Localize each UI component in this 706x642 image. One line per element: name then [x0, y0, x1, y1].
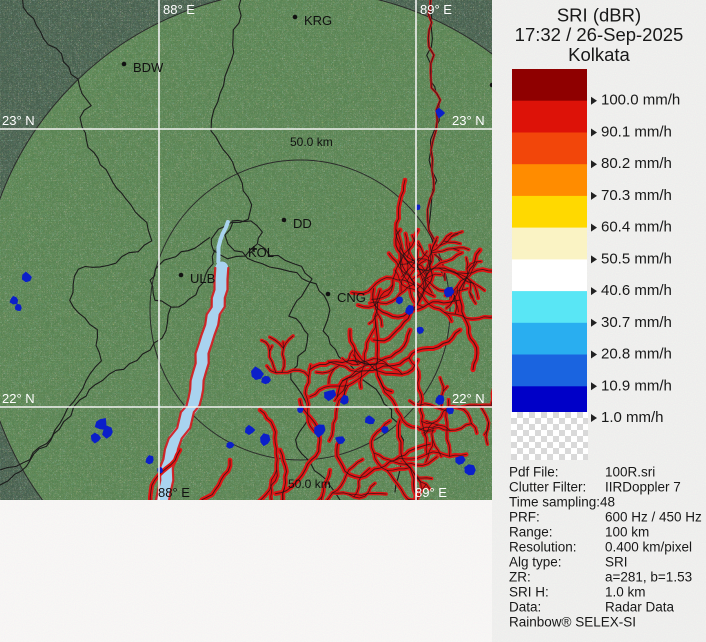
svg-text:Resolution:: Resolution: — [509, 540, 577, 555]
svg-text:100.0 mm/h: 100.0 mm/h — [601, 92, 680, 109]
svg-text:a=281, b=1.53: a=281, b=1.53 — [605, 570, 692, 585]
svg-text:Kolkata: Kolkata — [568, 44, 630, 65]
svg-text:23° N: 23° N — [2, 113, 35, 128]
svg-text:88° E: 88° E — [163, 2, 195, 17]
svg-text:DD: DD — [293, 216, 312, 231]
svg-text:Data:: Data: — [509, 600, 541, 615]
svg-text:100R.sri: 100R.sri — [605, 465, 655, 480]
svg-text:SRI: SRI — [605, 555, 628, 570]
svg-text:Time sampling:48: Time sampling:48 — [509, 495, 615, 510]
svg-text:100 km: 100 km — [605, 525, 649, 540]
svg-text:Alg type:: Alg type: — [509, 555, 562, 570]
svg-text:50.0 km: 50.0 km — [288, 477, 331, 491]
svg-text:89° E: 89° E — [420, 2, 452, 17]
svg-text:BDW: BDW — [133, 60, 164, 75]
svg-text:Radar Data: Radar Data — [605, 600, 675, 615]
svg-text:89° E: 89° E — [415, 485, 447, 500]
svg-text:23° N: 23° N — [452, 113, 485, 128]
svg-text:50.0 km: 50.0 km — [290, 135, 333, 149]
svg-text:10.9 mm/h: 10.9 mm/h — [601, 377, 672, 394]
svg-text:17:32 / 26-Sep-2025: 17:32 / 26-Sep-2025 — [515, 24, 684, 45]
svg-text:Clutter Filter:: Clutter Filter: — [509, 480, 586, 495]
svg-text:ZR:: ZR: — [509, 570, 531, 585]
svg-text:600 Hz / 450 Hz: 600 Hz / 450 Hz — [605, 510, 702, 525]
svg-text:50.5 mm/h: 50.5 mm/h — [601, 250, 672, 267]
svg-text:22° N: 22° N — [452, 391, 485, 406]
svg-text:30.7 mm/h: 30.7 mm/h — [601, 314, 672, 331]
svg-text:KOL: KOL — [248, 245, 274, 260]
svg-text:60.4 mm/h: 60.4 mm/h — [601, 219, 672, 236]
svg-text:1.0 km: 1.0 km — [605, 585, 646, 600]
svg-text:90.1 mm/h: 90.1 mm/h — [601, 124, 672, 141]
svg-text:70.3 mm/h: 70.3 mm/h — [601, 187, 672, 204]
svg-text:1.0 mm/h: 1.0 mm/h — [601, 409, 664, 426]
svg-text:Range:: Range: — [509, 525, 553, 540]
svg-text:Pdf File:: Pdf File: — [509, 465, 559, 480]
svg-text:Rainbow® SELEX-SI: Rainbow® SELEX-SI — [509, 615, 636, 630]
svg-text:KRG: KRG — [304, 13, 332, 28]
svg-text:88° E: 88° E — [158, 485, 190, 500]
svg-text:IIRDoppler 7: IIRDoppler 7 — [605, 480, 681, 495]
svg-text:ULB: ULB — [190, 271, 215, 286]
svg-text:CNG: CNG — [337, 290, 366, 305]
svg-text:20.8 mm/h: 20.8 mm/h — [601, 346, 672, 363]
svg-text:PRF:: PRF: — [509, 510, 540, 525]
svg-text:SRI (dBR): SRI (dBR) — [557, 5, 641, 26]
svg-text:80.2 mm/h: 80.2 mm/h — [601, 155, 672, 172]
svg-text:0.400 km/pixel: 0.400 km/pixel — [605, 540, 692, 555]
svg-text:SRI H:: SRI H: — [509, 585, 549, 600]
svg-text:22° N: 22° N — [2, 391, 35, 406]
svg-text:40.6 mm/h: 40.6 mm/h — [601, 282, 672, 299]
